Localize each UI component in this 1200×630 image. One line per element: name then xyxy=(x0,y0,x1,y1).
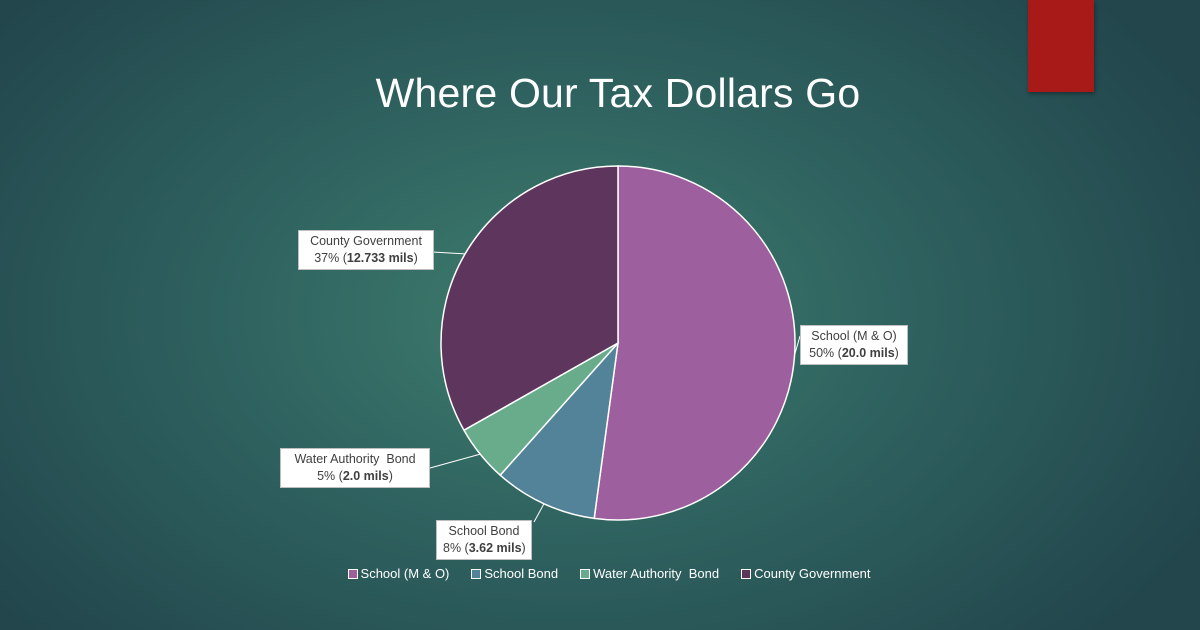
leader-line xyxy=(794,335,801,356)
legend-item-school-bond: School Bond xyxy=(471,566,558,581)
data-label-category: County Government xyxy=(310,234,422,248)
legend-swatch xyxy=(580,568,591,579)
data-label-value: 20.0 mils xyxy=(841,346,895,360)
pie-slice-school-mo xyxy=(593,165,796,521)
leader-line xyxy=(533,503,545,523)
legend-item-school-mo: School (M & O) xyxy=(347,566,450,581)
legend-swatch xyxy=(741,568,752,579)
accent-bar xyxy=(1028,0,1094,92)
data-label-percent: 37% xyxy=(314,251,340,265)
data-label-category: Water Authority Bond xyxy=(294,452,416,466)
legend-item-county-government: County Government xyxy=(741,566,870,581)
legend-label: School Bond xyxy=(484,566,559,581)
chart-legend: School (M & O) School Bond Water Authori… xyxy=(0,566,1200,581)
legend-label: School (M & O) xyxy=(360,566,450,581)
leader-line xyxy=(429,453,481,469)
data-label-water-authority-bond: Water Authority Bond 5% (2.0 mils) xyxy=(280,448,430,488)
data-label-percent: 5% xyxy=(317,469,336,483)
data-label-school-mo: School (M & O) 50% (20.0 mils) xyxy=(800,325,908,365)
data-label-percent: 8% xyxy=(443,541,462,555)
data-label-value: 12.733 mils xyxy=(346,251,414,265)
data-label-category: School Bond xyxy=(448,524,520,538)
data-label-percent: 50% xyxy=(809,346,835,360)
slide-title: Where Our Tax Dollars Go xyxy=(375,70,861,116)
legend-swatch xyxy=(471,568,482,579)
legend-item-water-authority-bond: Water Authority Bond xyxy=(580,566,719,581)
leader-line xyxy=(431,251,466,255)
data-label-category: School (M & O) xyxy=(811,329,897,343)
data-label-value: 2.0 mils xyxy=(342,469,389,483)
legend-label: County Government xyxy=(754,566,871,581)
data-label-value: 3.62 mils xyxy=(468,541,522,555)
data-label-school-bond: School Bond 8% (3.62 mils) xyxy=(436,520,532,560)
data-label-county-government: County Government 37% (12.733 mils) xyxy=(298,230,434,270)
legend-swatch xyxy=(347,568,358,579)
legend-label: Water Authority Bond xyxy=(593,566,720,581)
